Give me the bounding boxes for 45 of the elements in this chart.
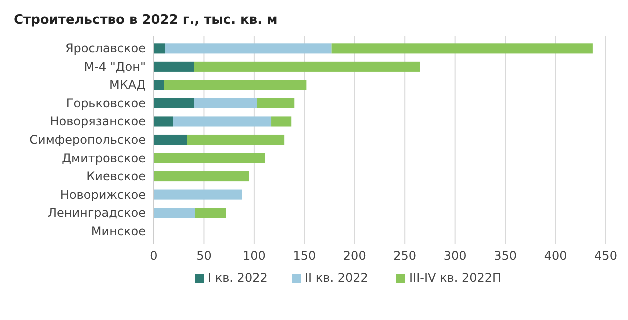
- y-tick-label: Киевское: [86, 170, 146, 184]
- bar: [154, 62, 194, 72]
- bar: [194, 98, 258, 108]
- legend-label: III-IV кв. 2022П: [410, 271, 502, 285]
- bar: [195, 208, 226, 218]
- bar: [164, 80, 307, 90]
- x-tick-label: 250: [394, 249, 417, 263]
- y-tick-label: МКАД: [110, 78, 146, 92]
- bar: [154, 208, 196, 218]
- y-tick-label: Симферопольское: [30, 133, 146, 147]
- bar: [154, 44, 166, 54]
- bar: [154, 116, 174, 127]
- y-tick-label: М-4 "Дон": [84, 60, 146, 74]
- x-tick-label: 50: [196, 249, 212, 263]
- x-tick-label: 150: [293, 249, 316, 263]
- bar: [154, 134, 188, 146]
- y-tick-label: Ярославское: [65, 42, 146, 56]
- bar: [173, 116, 272, 127]
- x-tick-label: 400: [544, 249, 568, 263]
- bar: [165, 44, 332, 54]
- bar: [154, 98, 194, 108]
- bar: [272, 116, 292, 127]
- x-tick-label: 350: [494, 249, 518, 263]
- y-tick-label: Новорязанское: [50, 114, 146, 129]
- x-tick-label: 100: [242, 249, 266, 263]
- y-tick-label: Горьковское: [66, 96, 146, 110]
- x-tick-label: 300: [444, 249, 467, 263]
- chart-title: Строительство в 2022 г., тыс. кв. м: [14, 13, 278, 28]
- bar: [194, 62, 420, 72]
- legend-label: I кв. 2022: [208, 271, 268, 285]
- y-tick-label: Ленинградское: [48, 206, 146, 220]
- legend-label: II кв. 2022: [305, 271, 368, 285]
- y-tick-label: Новорижское: [60, 188, 146, 202]
- x-tick-label: 450: [594, 249, 618, 263]
- bar: [332, 44, 593, 54]
- x-tick-label: 200: [343, 249, 366, 263]
- bar: [154, 190, 242, 200]
- bar: [154, 172, 250, 182]
- bar: [154, 153, 266, 164]
- y-tick-label: Дмитровское: [62, 151, 146, 166]
- bar: [187, 134, 285, 146]
- x-tick-label: 0: [150, 249, 158, 263]
- bar: [257, 98, 295, 108]
- y-tick-label: Минское: [91, 224, 146, 238]
- bar: [154, 80, 164, 90]
